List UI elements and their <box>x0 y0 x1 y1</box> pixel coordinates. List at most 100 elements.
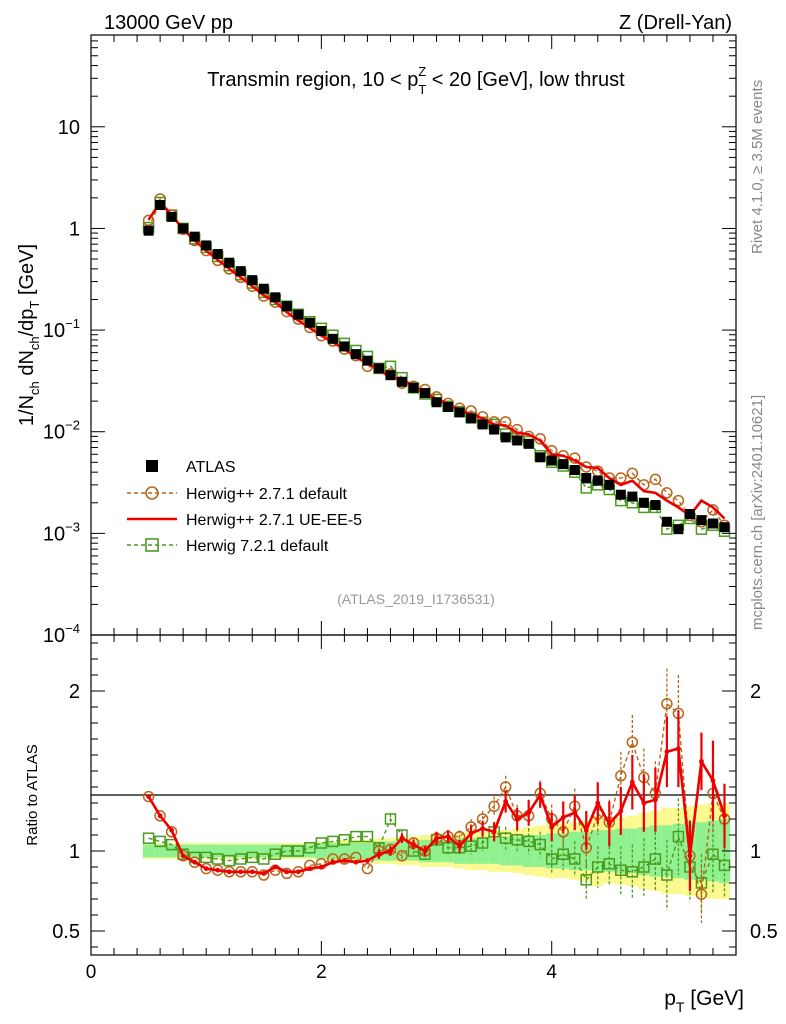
ratio-y-tick-label-right: 1 <box>750 841 761 863</box>
ratio-point <box>511 834 523 846</box>
ratio-point <box>226 869 232 875</box>
data-point <box>454 407 465 418</box>
ratio-point <box>615 770 627 782</box>
ratio-point <box>246 851 258 864</box>
ratio-point <box>157 813 163 819</box>
legend-item-herwig-271-ueee5: Herwig++ 2.7.1 UE-EE-5 <box>127 512 362 529</box>
ratio-point <box>188 856 201 868</box>
data-point <box>373 363 384 374</box>
ratio-point <box>203 866 209 871</box>
series-herwig-2-7-1-default <box>142 193 731 532</box>
legend: ATLAS Herwig++ 2.7.1 default Herwig++ 2.… <box>127 459 362 555</box>
band-inner <box>499 836 512 866</box>
data-point <box>142 214 155 227</box>
data-point <box>672 494 685 507</box>
main-x-ticks <box>90 35 737 635</box>
y-tick-label-base: 10 <box>43 320 65 342</box>
band-inner <box>269 844 282 858</box>
data-point <box>385 370 396 381</box>
ratio-point <box>480 826 486 831</box>
y-tick-label-exponent: −3 <box>65 519 80 534</box>
data-point <box>661 487 673 499</box>
data-point <box>270 292 281 303</box>
data-point <box>558 459 569 470</box>
ratio-y-tick-label: 2 <box>69 681 80 703</box>
band-inner <box>350 843 362 859</box>
data-point <box>316 325 327 336</box>
ratio-point <box>676 746 681 751</box>
x-tick-label: 2 <box>316 962 327 983</box>
data-point <box>362 355 373 366</box>
band-inner <box>234 844 247 858</box>
data-point <box>523 438 534 449</box>
data-point <box>569 465 580 476</box>
rivet-label: Rivet 4.1.0, ≥ 3.5M events <box>749 80 766 254</box>
ratio-point <box>503 799 509 804</box>
band-inner <box>315 843 328 859</box>
y-tick-label: 10−1 <box>43 316 80 342</box>
legend-label-herwig-271-default: Herwig++ 2.7.1 default <box>186 486 348 503</box>
ratio-point <box>534 838 546 851</box>
ratio-point <box>249 869 255 875</box>
ratio-point <box>537 792 543 798</box>
ratio-point <box>223 854 235 867</box>
data-point <box>224 257 235 268</box>
ratio-point <box>180 853 186 859</box>
ratio-point <box>707 848 719 860</box>
y-tick-label: 10−2 <box>43 418 80 444</box>
ratio-point <box>545 853 558 865</box>
header-left: 13000 GeV pp <box>104 12 233 34</box>
ratio-point <box>307 866 313 871</box>
ratio-point <box>661 869 673 881</box>
ratio-point <box>661 698 673 710</box>
band-inner <box>592 830 604 872</box>
band-inner <box>223 844 235 858</box>
ratio-panel: 0.5 0.5 1 1 2 2 0 2 4 Ratio to ATLAS pT [GeV] <box>24 634 778 1015</box>
y-tick-label: 10−3 <box>43 519 80 545</box>
band-inner <box>695 822 708 880</box>
band-inner <box>649 825 662 877</box>
data-point <box>696 515 707 526</box>
ratio-point <box>595 800 601 806</box>
ratio-y-axis-label: Ratio to ATLAS <box>24 744 41 845</box>
ratio-point <box>488 800 500 812</box>
ratio-point <box>618 808 624 814</box>
data-point <box>707 518 718 529</box>
x-axis-label: pT [GeV] <box>664 987 744 1015</box>
data-point <box>420 388 431 399</box>
ratio-point <box>384 813 397 825</box>
series-line <box>147 197 726 526</box>
data-point <box>615 472 627 484</box>
ratio-y-tick-label: 1 <box>69 841 80 863</box>
ratio-point <box>710 778 716 783</box>
band-inner <box>165 844 178 858</box>
ratio-point <box>557 848 569 860</box>
y-tick-label-base: 10 <box>58 117 80 139</box>
band-inner <box>534 835 546 867</box>
data-point <box>235 266 246 277</box>
ratio-point <box>353 859 359 865</box>
ratio-point <box>177 850 189 862</box>
ratio-y-tick-label: 0.5 <box>52 921 80 943</box>
ratio-point <box>399 835 405 841</box>
ratio-series-herwig-2-7-1-ue-ee-5 <box>146 710 727 891</box>
data-point <box>719 522 730 533</box>
ratio-point <box>338 853 351 865</box>
data-point <box>627 491 638 502</box>
ratio-point <box>284 869 290 875</box>
band-inner <box>407 841 420 861</box>
data-point <box>293 309 304 320</box>
ratio-point <box>641 800 647 806</box>
band-inner <box>304 844 316 858</box>
ratio-point <box>215 867 221 873</box>
ratio-point <box>365 858 370 863</box>
analysis-watermark: (ATLAS_2019_I1736531) <box>337 591 495 607</box>
data-point <box>592 475 603 486</box>
ratio-point <box>295 869 301 875</box>
series-line <box>147 201 725 532</box>
ratio-point <box>722 813 727 819</box>
ratio-point <box>281 845 293 857</box>
header-right: Z (Drell-Yan) <box>619 12 732 34</box>
data-point <box>189 231 200 242</box>
ratio-point <box>695 888 708 900</box>
